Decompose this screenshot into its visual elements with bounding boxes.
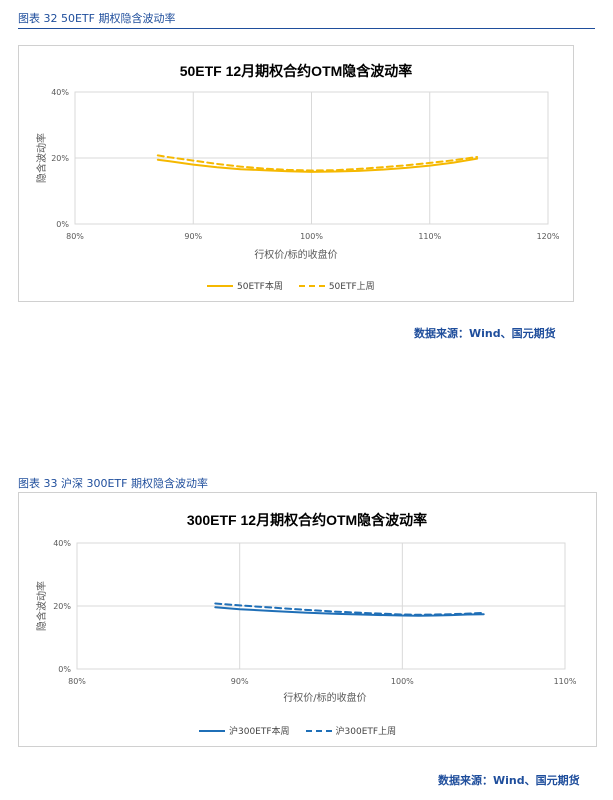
legend-label: 沪300ETF上周 — [335, 727, 397, 737]
chart-title: 300ETF 12月期权合约OTM隐含波动率 — [187, 512, 427, 528]
legend-item-last-week: 50ETF上周 — [298, 279, 375, 292]
legend-item-this-week: 50ETF本周 — [207, 279, 283, 292]
chart-300etf: 300ETF 12月期权合约OTM隐含波动率 隐含波动率 行权价/标的收盘价 0… — [18, 492, 597, 747]
legend-label: 50ETF上周 — [328, 282, 375, 292]
x-tick-label: 80% — [68, 677, 86, 686]
chart-300etf-svg: 300ETF 12月期权合约OTM隐含波动率 隐含波动率 行权价/标的收盘价 0… — [35, 512, 577, 704]
legend-item-last-week: 沪300ETF上周 — [305, 724, 397, 737]
x-tick-label: 110% — [554, 677, 577, 686]
figure-32-caption: 图表 32 50ETF 期权隐含波动率 — [18, 12, 176, 25]
figure-33-source: 数据来源：Wind、国元期货 — [438, 774, 580, 787]
figure-32-rule — [18, 28, 595, 29]
y-tick-label: 40% — [51, 88, 69, 97]
figure-32-source: 数据来源：Wind、国元期货 — [414, 327, 556, 340]
x-tick-label: 120% — [537, 232, 560, 241]
x-tick-label: 100% — [300, 232, 323, 241]
legend-label: 沪300ETF本周 — [229, 727, 290, 737]
series-line-this-week — [214, 606, 485, 617]
y-axis-label: 隐含波动率 — [35, 581, 48, 631]
x-tick-label: 80% — [66, 232, 84, 241]
series-line-last-week — [214, 602, 485, 616]
chart-50etf: 50ETF 12月期权合约OTM隐含波动率 隐含波动率 行权价/标的收盘价 0%… — [18, 45, 574, 302]
x-tick-label: 90% — [184, 232, 202, 241]
series-line-this-week — [156, 157, 479, 173]
figure-33-caption: 图表 33 沪深 300ETF 期权隐含波动率 — [18, 477, 208, 490]
x-axis-label: 行权价/标的收盘价 — [283, 691, 366, 704]
legend-item-this-week: 沪300ETF本周 — [199, 724, 290, 737]
legend-swatch-dashed — [305, 729, 332, 732]
series-line-last-week — [156, 154, 479, 172]
y-tick-label: 20% — [53, 602, 71, 611]
x-tick-label: 100% — [391, 677, 414, 686]
x-tick-label: 110% — [418, 232, 441, 241]
y-tick-label: 40% — [53, 539, 71, 548]
y-tick-label: 20% — [51, 154, 69, 163]
chart-title: 50ETF 12月期权合约OTM隐含波动率 — [180, 63, 413, 79]
legend-swatch-solid — [207, 284, 233, 287]
legend: 50ETF本周 50ETF上周 — [207, 279, 391, 292]
y-tick-label: 0% — [58, 665, 71, 674]
legend-swatch-solid — [199, 729, 225, 732]
chart-50etf-svg: 50ETF 12月期权合约OTM隐含波动率 隐含波动率 行权价/标的收盘价 0%… — [35, 63, 560, 261]
y-axis-label: 隐含波动率 — [35, 133, 48, 183]
x-axis-label: 行权价/标的收盘价 — [254, 248, 337, 261]
x-tick-label: 90% — [231, 677, 249, 686]
y-tick-label: 0% — [56, 220, 69, 229]
legend-swatch-dashed — [298, 284, 325, 287]
legend: 沪300ETF本周 沪300ETF上周 — [199, 724, 412, 737]
legend-label: 50ETF本周 — [237, 282, 283, 292]
